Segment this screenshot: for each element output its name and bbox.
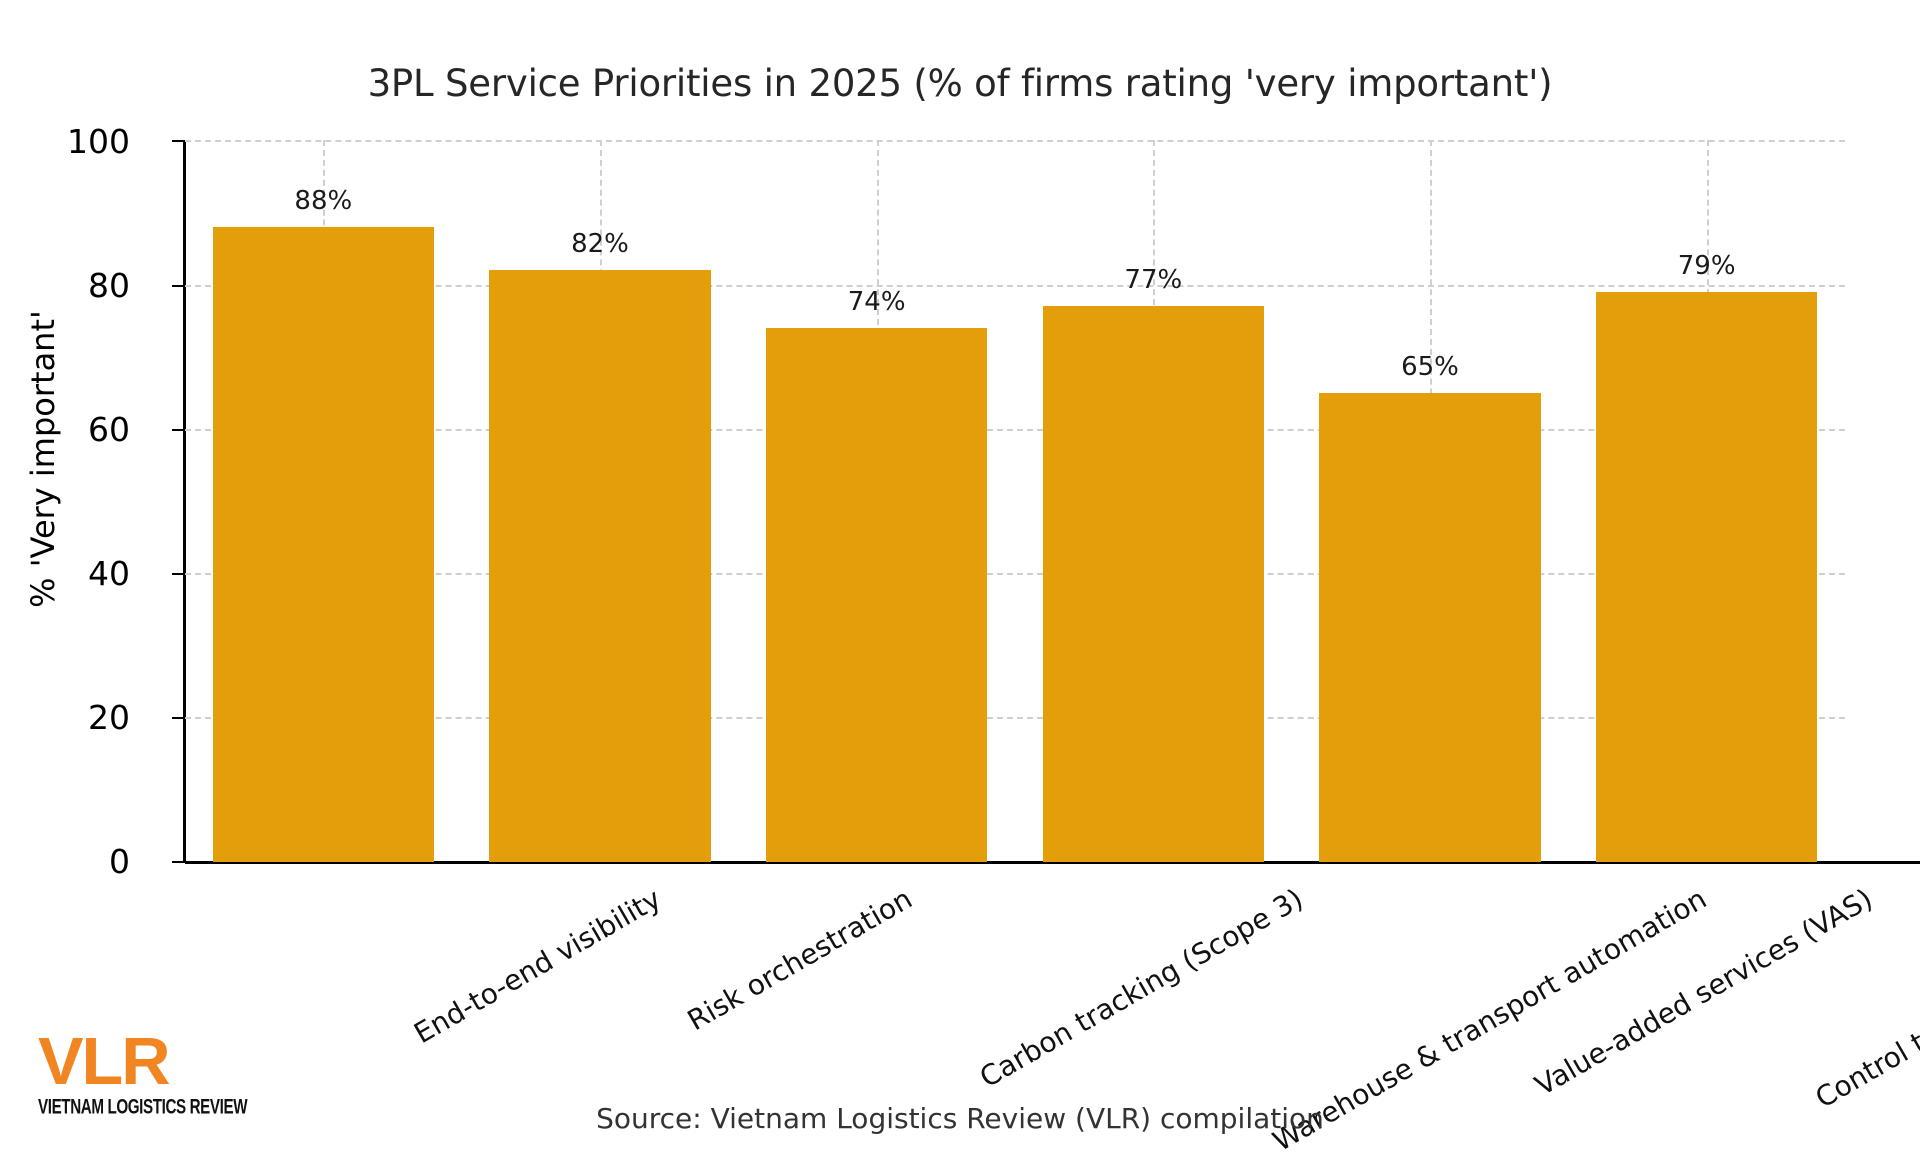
bar-2[interactable]: [766, 327, 988, 862]
x-axis-category-label-0: End-to-end visibility: [408, 882, 667, 1051]
y-tick-mark-80: [172, 285, 184, 287]
bar-value-label-4: 65%: [1401, 351, 1459, 382]
bar-4[interactable]: [1319, 392, 1541, 862]
vlr-logo-mark: VLR: [38, 1024, 171, 1099]
bar-0[interactable]: [212, 226, 434, 862]
y-tick-mark-60: [172, 429, 184, 431]
y-tick-mark-100: [172, 140, 184, 142]
bar-value-label-2: 74%: [847, 286, 906, 317]
vlr-logo: VLR VIETNAM LOGISTICS REVIEW: [38, 1028, 248, 1122]
chart-title: 3PL Service Priorities in 2025 (% of fir…: [367, 62, 1553, 105]
gridline-80: [185, 285, 1845, 287]
y-tick-mark-0: [172, 861, 184, 863]
y-tick-label-60: 60: [88, 410, 130, 449]
y-axis-title: % 'Very important': [24, 310, 62, 608]
y-tick-label-100: 100: [67, 122, 130, 161]
x-axis-category-label-1: Risk orchestration: [681, 882, 918, 1038]
y-tick-label-20: 20: [88, 698, 130, 737]
y-tick-label-80: 80: [88, 266, 130, 305]
bar-value-label-5: 79%: [1677, 250, 1736, 281]
y-tick-label-40: 40: [88, 554, 130, 593]
gridline-60: [185, 429, 1845, 431]
y-axis-line: [183, 140, 186, 863]
bar-1[interactable]: [489, 269, 711, 862]
bar-3[interactable]: [1042, 306, 1264, 862]
y-tick-label-0: 0: [109, 842, 130, 881]
bar-value-label-1: 82%: [571, 228, 629, 259]
source-note: Source: Vietnam Logistics Review (VLR) c…: [596, 1102, 1324, 1135]
gridline-100: [185, 140, 1845, 142]
y-tick-mark-40: [172, 573, 184, 575]
gridline-40: [185, 573, 1845, 575]
bar-value-label-0: 88%: [294, 185, 353, 216]
vlr-logo-tagline: VIETNAM LOGISTICS REVIEW: [38, 1095, 248, 1120]
bar-5[interactable]: [1596, 291, 1818, 862]
gridline-20: [185, 717, 1845, 719]
x-axis-line: [185, 861, 1920, 864]
y-tick-mark-20: [172, 717, 184, 719]
x-axis-category-label-2: Carbon tracking (Scope 3): [973, 882, 1309, 1095]
bar-value-label-3: 77%: [1124, 265, 1183, 296]
